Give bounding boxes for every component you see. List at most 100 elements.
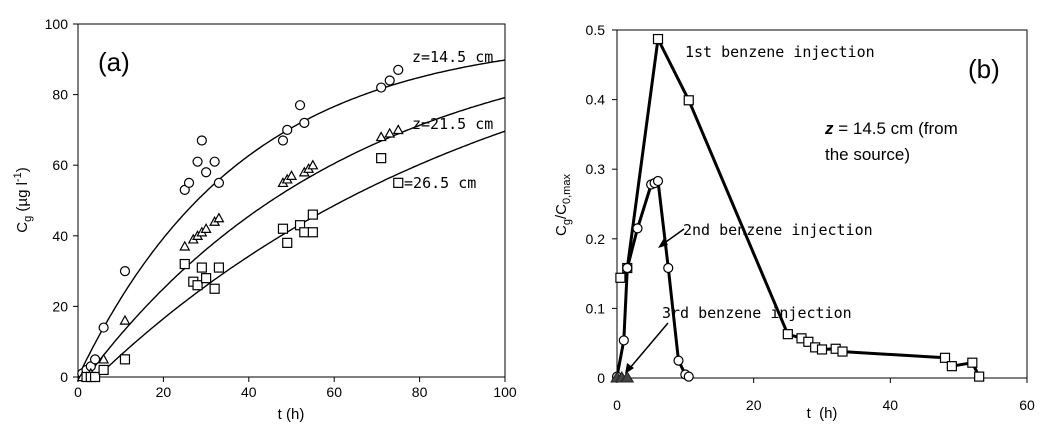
- data-point-circle: [663, 262, 674, 274]
- panel-a-xtick-label: 60: [326, 384, 342, 400]
- annotation-z-bold: z: [824, 119, 834, 138]
- annotation-line1-rest: = 14.5 cm (from: [834, 119, 958, 138]
- data-point-square: [282, 237, 293, 248]
- data-point-triangle: [307, 159, 319, 170]
- data-point-circle: [652, 175, 664, 187]
- data-point-circle: [299, 117, 310, 128]
- panel-a-x-ticks: 0 20 40 60 80 100: [74, 384, 517, 400]
- panel-b-xtick-label: 40: [883, 397, 899, 413]
- data-point-triangle: [375, 131, 387, 142]
- panel-b-ylabel-mid: /C: [553, 204, 570, 219]
- series-label-z14: z=14.5 cm: [412, 48, 493, 66]
- panel-a-ytick-label: 60: [52, 157, 68, 173]
- panel-b-ytick-label: 0.1: [586, 300, 606, 316]
- panel-b-ytick-label: 0.2: [586, 231, 606, 247]
- data-point-circle: [183, 177, 195, 188]
- panel-a-xtick-label: 100: [493, 384, 517, 400]
- data-point-square: [307, 209, 318, 220]
- fit-curve-z21: [78, 96, 506, 378]
- data-point-square: [803, 336, 814, 347]
- panel-a-ylabel-unit: (µg l: [14, 182, 31, 216]
- series-label-z21: z=21.5 cm: [412, 115, 493, 133]
- data-point-square: [192, 280, 203, 291]
- panel-b-ytick-label: 0.4: [586, 92, 606, 108]
- data-point-square: [837, 346, 848, 357]
- data-point-square: [209, 283, 220, 294]
- data-point-square: [179, 258, 190, 270]
- data-point-circle: [618, 335, 629, 346]
- data-point-square: [196, 262, 207, 273]
- panel-a-plot-frame: [77, 23, 506, 378]
- data-point-triangle: [179, 240, 191, 251]
- injection-label-2nd: 2nd benzene injection: [683, 221, 873, 239]
- panel-b-ytick-label: 0.3: [586, 161, 606, 177]
- panel-a-y-ticks: 0 20 40 60 80 100: [45, 16, 69, 385]
- panel-b-xtick-label: 0: [613, 397, 621, 413]
- panel-a-xtick-label: 40: [241, 384, 257, 400]
- panel-b-ylabel-sub2: 0,max: [561, 174, 573, 204]
- data-point-square: [201, 273, 212, 284]
- data-point-circle: [192, 156, 203, 167]
- data-point-square: [967, 357, 978, 368]
- panel-b-xtick-label: 20: [746, 397, 762, 413]
- panel-a-xtick-label: 0: [74, 384, 82, 400]
- series-label-z26: z=26.5 cm: [395, 174, 476, 192]
- panel-b-ytick-label: 0.5: [586, 22, 606, 38]
- panel-a-ytick-label: 20: [52, 298, 68, 314]
- data-point-square: [376, 153, 387, 164]
- panel-a: 0 20 40 60 80 100 0 20 40 60 80 100 t (h…: [12, 16, 517, 423]
- panel-b-annotation-line1: z = 14.5 cm (from: [824, 119, 958, 138]
- panel-b-x-ticks: 0 20 40 60: [613, 397, 1035, 413]
- data-point-circle: [294, 100, 306, 111]
- panel-a-ylabel-close: ): [14, 167, 31, 172]
- data-point-triangle: [384, 127, 396, 138]
- data-point-circle: [376, 82, 387, 93]
- panel-a-ytick-label: 0: [60, 369, 68, 385]
- data-point-square: [946, 361, 957, 372]
- arrow-3rd-injection: [629, 322, 669, 369]
- data-point-square: [299, 227, 310, 238]
- panel-a-ytick-label: 100: [45, 16, 69, 32]
- data-point-filled-triangle: [620, 371, 635, 383]
- panel-a-xtick-label: 80: [412, 384, 428, 400]
- injection-label-3rd: 3rd benzene injection: [662, 304, 852, 322]
- data-point-square: [213, 262, 225, 273]
- data-point-circle: [201, 167, 212, 178]
- data-point-circle: [622, 262, 633, 274]
- panel-b-y-axis-label: Cg/C0,max: [553, 174, 573, 236]
- data-point-circle: [209, 156, 220, 167]
- data-point-square: [393, 177, 404, 188]
- panel-a-xtick-label: 20: [156, 384, 172, 400]
- data-point-circle: [393, 64, 404, 75]
- data-point-circle: [213, 177, 225, 188]
- panel-a-x-axis-label: t (h): [278, 406, 305, 423]
- data-point-circle: [632, 223, 643, 234]
- data-point-square: [652, 33, 664, 45]
- panel-a-ylabel-main: C: [14, 222, 31, 233]
- panel-b-x-axis-label: t (h): [807, 405, 838, 422]
- panel-a-ytick-label: 80: [52, 87, 68, 103]
- panel-a-ylabel-sub: g: [22, 216, 34, 222]
- panel-b-xtick-label: 60: [1019, 397, 1035, 413]
- panel-b-ytick-label: 0: [597, 370, 605, 386]
- data-point-circle: [89, 354, 101, 365]
- panel-b-ylabel-main: C: [553, 225, 570, 236]
- panel-b-annotation-line2: the source): [825, 145, 910, 164]
- data-point-square: [939, 352, 951, 363]
- panel-b-ylabel-sub1: g: [561, 219, 573, 225]
- data-point-triangle: [213, 212, 225, 223]
- panel-a-ylabel-sup: -1: [12, 172, 24, 182]
- panel-a-label: (a): [98, 47, 130, 77]
- fit-curve-z26: [78, 130, 506, 378]
- injection-label-1st: 1st benzene injection: [685, 43, 875, 61]
- data-point-circle: [98, 322, 109, 333]
- data-point-square: [98, 364, 109, 376]
- panel-a-marks: [73, 23, 506, 383]
- panel-b-plot-frame: [616, 29, 1028, 379]
- data-point-square: [615, 272, 626, 283]
- data-point-circle: [277, 135, 289, 146]
- data-point-triangle: [392, 124, 404, 135]
- panel-b-y-ticks: 0 0.1 0.2 0.3 0.4 0.5: [586, 22, 606, 386]
- panel-b: 0 20 40 60 0 0.1 0.2 0.3 0.4 0.5 t (h) C…: [553, 22, 1035, 422]
